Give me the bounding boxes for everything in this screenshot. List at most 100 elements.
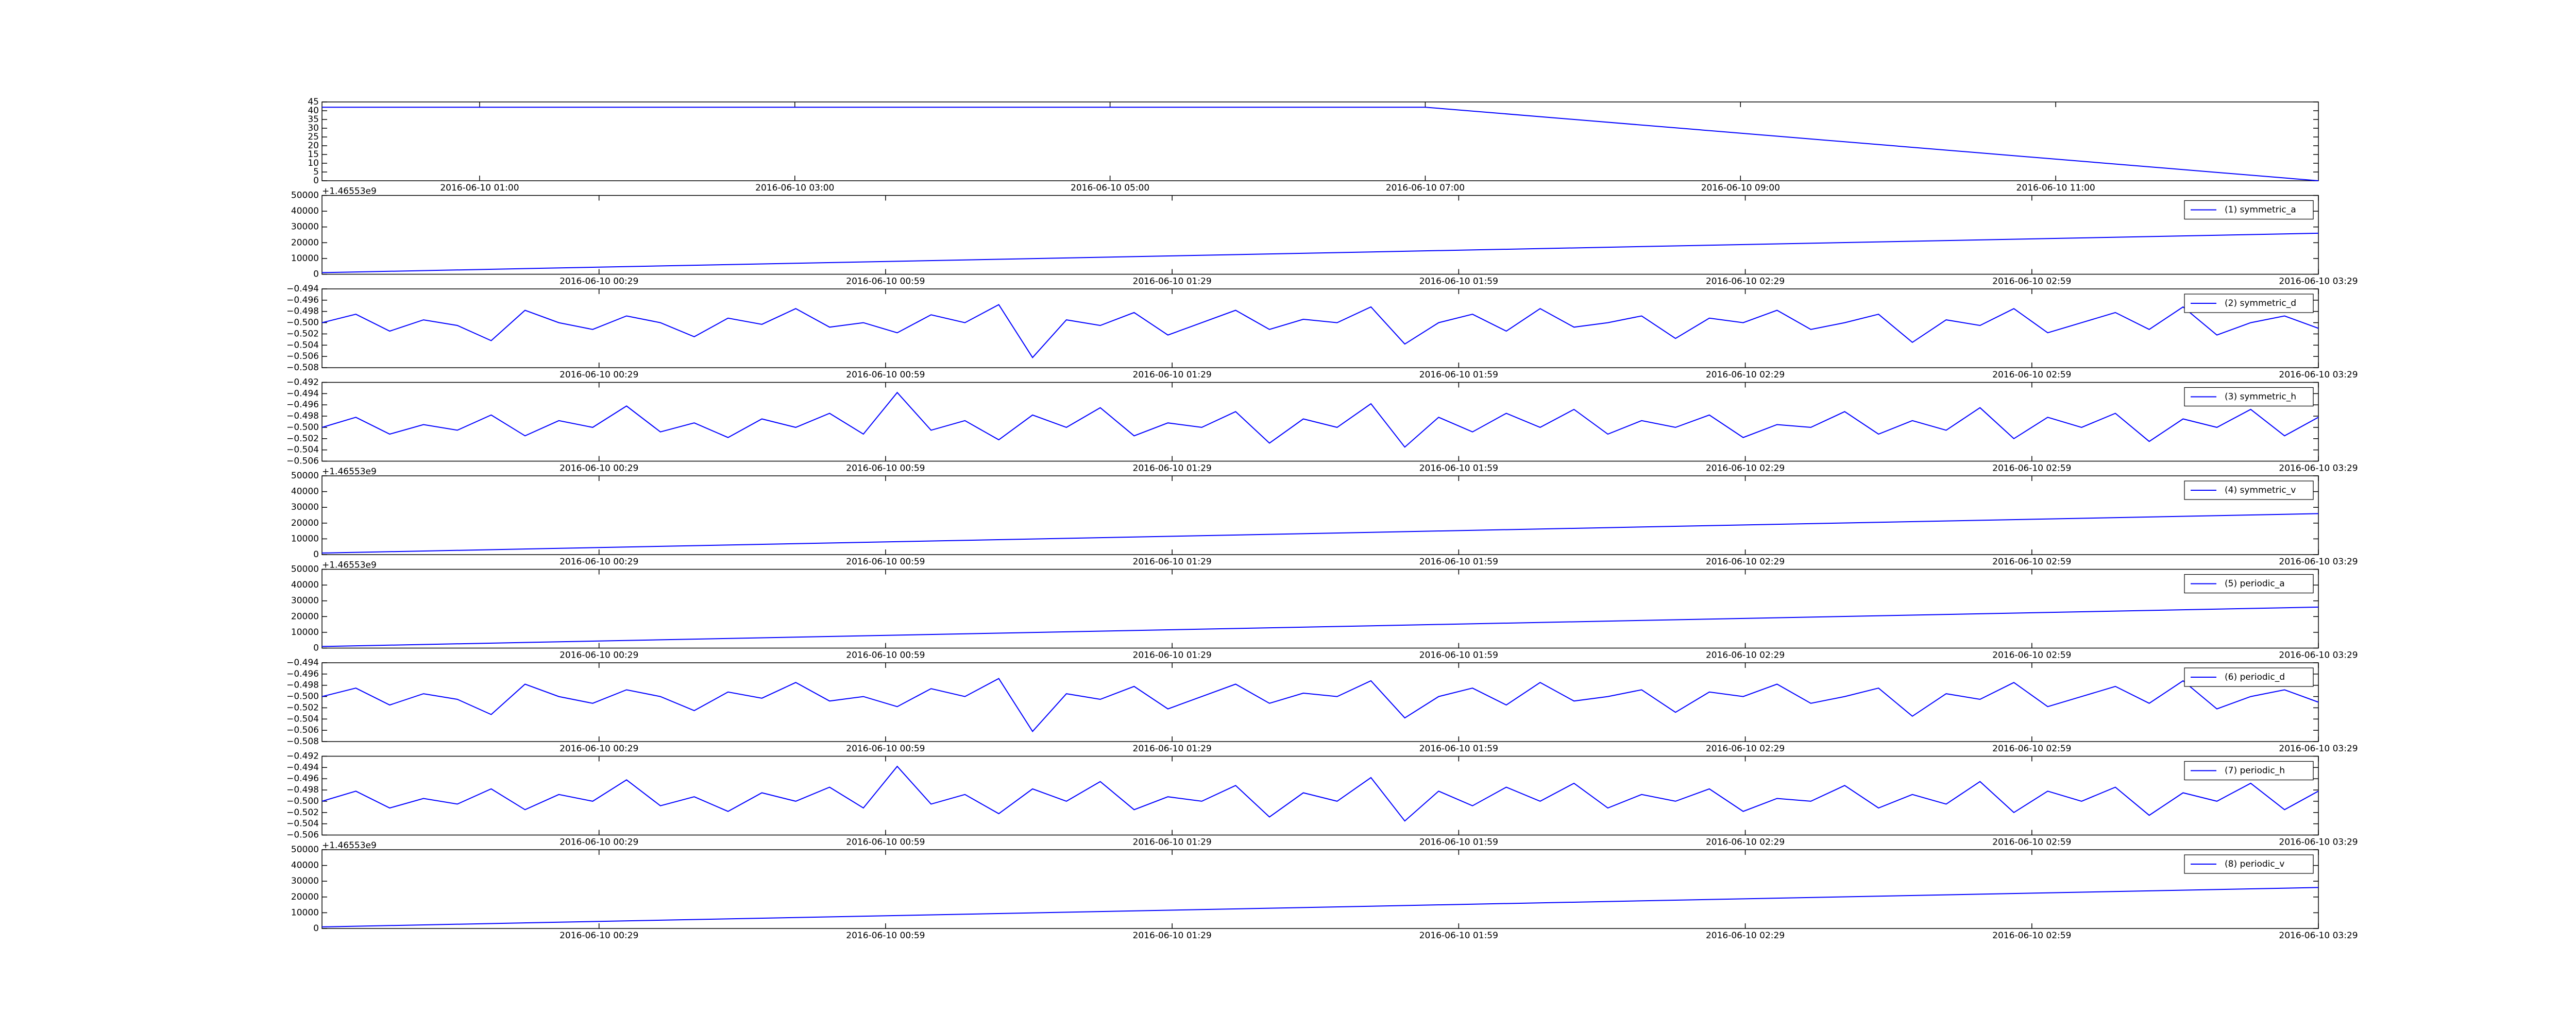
x-tick-label: 2016-06-10 01:29 (1133, 463, 1212, 474)
plot-frame (321, 849, 2319, 929)
y-tick-label: −0.504 (286, 445, 319, 455)
offset-text: +1.46553e9 (322, 186, 377, 197)
legend-label: (5) periodic_a (2225, 579, 2285, 589)
x-tick-label: 2016-06-10 03:00 (755, 183, 834, 193)
y-tick-label: 20000 (291, 518, 319, 528)
x-tick-label: 2016-06-10 02:29 (1706, 744, 1785, 754)
x-tick-label: 2016-06-10 02:59 (1992, 837, 2071, 848)
x-tick-label: 2016-06-10 02:59 (1992, 370, 2071, 380)
y-tick-label: −0.508 (286, 363, 319, 373)
y-tick-label: −0.498 (286, 680, 319, 691)
x-tick-label: 2016-06-10 09:00 (1701, 183, 1780, 193)
legend-label: (7) periodic_h (2225, 766, 2285, 776)
y-tick-label: −0.494 (286, 284, 319, 294)
line (321, 513, 2319, 554)
x-tick-label: 2016-06-10 00:29 (560, 277, 638, 287)
x-tick-label: 2016-06-10 01:29 (1133, 931, 1212, 941)
y-tick-label: 10 (308, 158, 319, 168)
y-tick-label: 20000 (291, 611, 319, 622)
y-tick-label: −0.492 (286, 751, 319, 762)
x-tick-label: 2016-06-10 01:29 (1133, 744, 1212, 754)
y-tick-label: −0.496 (286, 295, 319, 305)
y-tick-label: 30 (308, 123, 319, 133)
x-tick-label: 2016-06-10 02:29 (1706, 931, 1785, 941)
x-tick-label: 2016-06-10 01:29 (1133, 370, 1212, 380)
y-tick-label: −0.500 (286, 318, 319, 328)
line (321, 304, 2319, 358)
y-tick-label: −0.498 (286, 785, 319, 795)
y-tick-label: 50000 (291, 845, 319, 855)
x-tick-label: 2016-06-10 02:29 (1706, 837, 1785, 848)
y-tick-label: −0.506 (286, 830, 319, 840)
y-tick-label: −0.492 (286, 377, 319, 388)
x-tick-label: 2016-06-10 01:29 (1133, 557, 1212, 567)
legend-label: (3) symmetric_h (2225, 392, 2296, 402)
line (321, 765, 2319, 822)
x-tick-label: 2016-06-10 01:59 (1419, 277, 1498, 287)
y-tick-label: −0.504 (286, 340, 319, 350)
x-tick-label: 2016-06-10 02:29 (1706, 277, 1785, 287)
plot-frame (321, 569, 2319, 649)
offset-text: +1.46553e9 (322, 467, 377, 477)
y-tick-label: 0 (313, 176, 319, 186)
x-tick-label: 2016-06-10 03:29 (2279, 931, 2358, 941)
y-tick-label: −0.500 (286, 422, 319, 433)
y-tick-label: 30000 (291, 222, 319, 232)
y-tick-label: −0.500 (286, 692, 319, 702)
x-tick-label: 2016-06-10 02:29 (1706, 557, 1785, 567)
y-tick-label: 10000 (291, 627, 319, 638)
subplot: 0 10000 20000 30000 40000 50000 2016-06-10 00:… (291, 186, 2358, 287)
line (322, 107, 2319, 181)
y-tick-label: −0.502 (286, 807, 319, 818)
y-tick-label: 20 (308, 141, 319, 151)
x-tick-label: 2016-06-10 00:59 (846, 744, 925, 754)
x-tick-label: 2016-06-10 02:29 (1706, 463, 1785, 474)
x-tick-label: 2016-06-10 02:29 (1706, 650, 1785, 661)
y-tick-label: −0.502 (286, 329, 319, 339)
y-tick-label: 35 (308, 114, 319, 125)
plot-frame (321, 755, 2319, 836)
y-tick-label: −0.500 (286, 796, 319, 806)
y-tick-label: −0.496 (286, 400, 319, 410)
y-tick-label: −0.506 (286, 456, 319, 467)
x-tick-label: 2016-06-10 02:59 (1992, 277, 2071, 287)
x-tick-label: 2016-06-10 00:59 (846, 370, 925, 380)
y-tick-label: −0.506 (286, 725, 319, 735)
y-tick-label: 20000 (291, 892, 319, 902)
y-tick-label: 30000 (291, 596, 319, 606)
x-tick-label: 2016-06-10 03:29 (2279, 744, 2358, 754)
y-tick-label: 50000 (291, 191, 319, 201)
x-tick-label: 2016-06-10 00:29 (560, 370, 638, 380)
x-tick-label: 2016-06-10 00:59 (846, 931, 925, 941)
x-tick-label: 2016-06-10 00:59 (846, 557, 925, 567)
subplot: 0 10000 20000 30000 40000 50000 2016-06-10 00:… (291, 560, 2358, 661)
x-tick-label: 2016-06-10 00:29 (560, 557, 638, 567)
y-tick-label: 40000 (291, 487, 319, 497)
y-tick-label: −0.504 (286, 714, 319, 724)
y-tick-label: 30000 (291, 876, 319, 886)
y-tick-label: 0 (313, 269, 319, 280)
y-tick-label: −0.506 (286, 351, 319, 362)
subplot: −0.506−0.504−0.502−0.500−0.498−0.496−0.4… (286, 751, 2358, 848)
plot-frame (321, 195, 2319, 275)
x-tick-label: 2016-06-10 01:59 (1419, 931, 1498, 941)
line (321, 391, 2319, 448)
y-tick-label: 40000 (291, 861, 319, 871)
line (321, 606, 2319, 647)
x-tick-label: 2016-06-10 00:59 (846, 650, 925, 661)
x-tick-label: 2016-06-10 05:00 (1071, 183, 1149, 193)
x-tick-label: 2016-06-10 01:59 (1419, 837, 1498, 848)
y-tick-label: 15 (308, 149, 319, 160)
y-tick-label: 20000 (291, 237, 319, 248)
y-tick-label: −0.496 (286, 669, 319, 679)
x-tick-label: 2016-06-10 01:29 (1133, 650, 1212, 661)
plot-frame (321, 288, 2319, 368)
y-tick-label: 50000 (291, 471, 319, 481)
y-tick-label: 40 (308, 106, 319, 116)
legend-label: (6) periodic_d (2225, 672, 2285, 682)
x-tick-label: 2016-06-10 01:59 (1419, 557, 1498, 567)
y-tick-label: 45 (308, 97, 319, 107)
x-tick-label: 2016-06-10 01:59 (1419, 650, 1498, 661)
subplot: −0.508−0.506−0.504−0.502−0.500−0.498−0.4… (286, 284, 2358, 380)
